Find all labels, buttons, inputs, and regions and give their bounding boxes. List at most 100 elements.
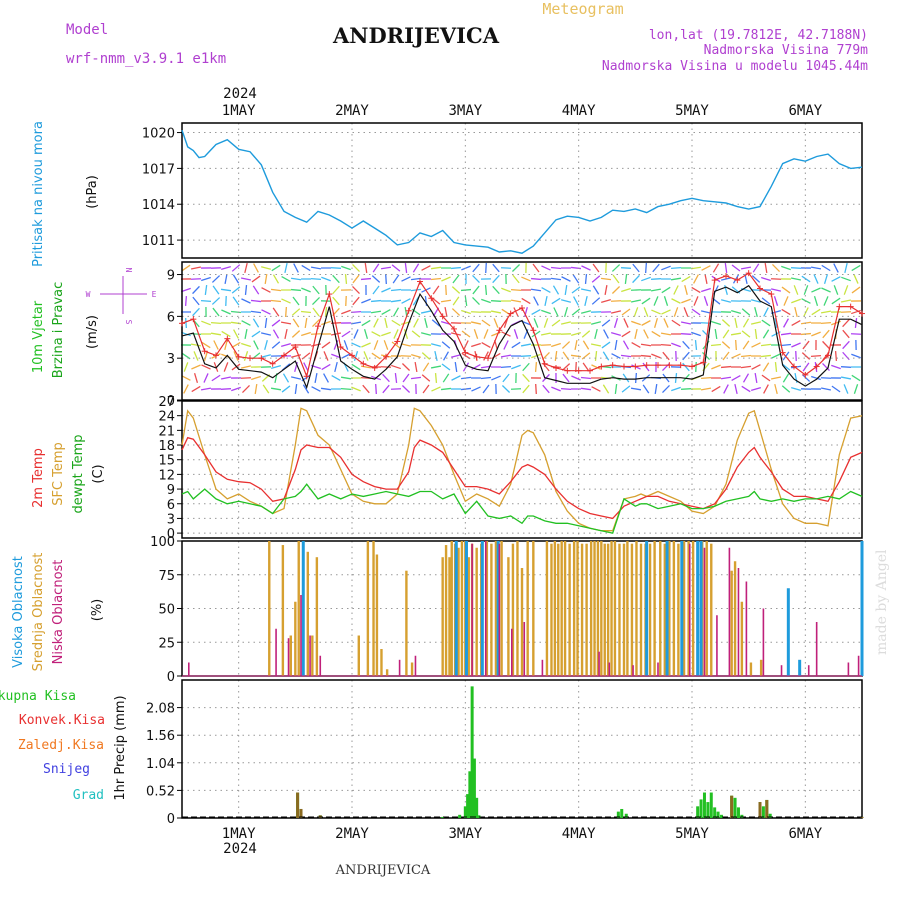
wind-arrow <box>484 284 488 296</box>
wind-arrow <box>592 263 600 273</box>
wind-arrow <box>181 331 191 337</box>
dewpt-line <box>181 483 863 534</box>
mid-cloud-bar <box>596 541 600 676</box>
wind-arrow <box>831 297 841 305</box>
wind-arrow <box>511 264 521 272</box>
wind-arrow <box>690 266 702 270</box>
low-cloud-bar <box>188 662 190 676</box>
mid-cloud-bar <box>639 543 643 676</box>
rain-total-bar <box>470 686 474 818</box>
mid-cloud-bar <box>306 551 309 676</box>
wind-arrow <box>794 306 798 318</box>
wind-arrow <box>431 297 441 305</box>
wind-arrow <box>270 299 282 303</box>
low-cloud-bar <box>688 543 691 676</box>
wind-arrow <box>544 295 548 307</box>
compass-e: E <box>152 290 157 299</box>
wind-arrow <box>734 383 738 395</box>
wind-arrow <box>384 317 388 329</box>
wind-arrow <box>231 363 241 371</box>
wind-arrow <box>630 289 642 291</box>
x-tick-label-top: 2MAY <box>335 103 369 119</box>
wind-arrow <box>751 275 761 283</box>
wind-arrow <box>330 332 342 336</box>
rain-total-bar <box>458 814 462 818</box>
wind-arrow <box>401 363 411 371</box>
wind-arrow <box>203 351 209 361</box>
y-tick-label: 100 <box>150 535 175 550</box>
high-cloud-bar <box>454 541 458 676</box>
wind-arrow <box>233 329 239 339</box>
model-name: wrf-nmm_v3.9.1 e1km <box>66 51 226 67</box>
wind-arrow <box>261 266 271 270</box>
wind-arrow <box>320 387 332 391</box>
wind-arrow <box>580 376 592 380</box>
wind-arrow <box>434 350 438 362</box>
wind-arrow <box>481 298 491 304</box>
wind-arrow <box>391 264 401 272</box>
low-cloud-bar <box>484 541 487 676</box>
wind-arrow <box>681 298 691 304</box>
mid-cloud-bar <box>557 543 560 676</box>
cloud-unit: (%) <box>90 599 105 622</box>
wind-arrow <box>442 373 450 383</box>
low-cloud-bar <box>523 622 526 676</box>
wind-arrow <box>754 328 758 340</box>
y-tick-label: 0.52 <box>146 784 175 799</box>
wind-arrow <box>760 354 772 358</box>
mid-cloud-bar <box>606 543 610 676</box>
wind-arrow <box>301 331 311 337</box>
wind-arrow <box>742 340 750 350</box>
rain-total-bar <box>716 811 720 818</box>
mid-cloud-bar <box>730 570 733 676</box>
wind-arrow <box>751 342 761 348</box>
mid-cloud-bar <box>585 543 588 676</box>
rain-total-bar <box>719 814 723 818</box>
wind-arrow <box>211 374 221 382</box>
wind-arrow <box>611 332 621 336</box>
wind-arrow <box>271 319 281 327</box>
wind-arrow <box>303 362 309 372</box>
wind-arrow <box>822 329 830 339</box>
y-tick-label: 1014 <box>142 198 175 213</box>
wind-arrow <box>460 288 472 292</box>
wind-arrow <box>811 308 821 316</box>
wind-arrow <box>581 330 591 338</box>
wind-arrow <box>842 329 850 339</box>
wind-arrow <box>842 318 850 328</box>
wind-arrow <box>492 263 500 273</box>
wind-arrow <box>323 351 329 361</box>
wind-arrow <box>434 372 438 384</box>
wind-arrow <box>711 385 721 393</box>
wind-arrow <box>600 277 612 281</box>
wind-arrow <box>201 341 211 349</box>
wind-arrow <box>282 373 290 383</box>
y-tick-label: 50 <box>158 603 175 618</box>
wind-arrow <box>724 285 728 295</box>
wind-arrow <box>750 321 762 325</box>
wind-arrow <box>190 266 202 270</box>
wind-arrow <box>820 310 832 314</box>
wind-arrow <box>701 287 711 293</box>
wind-arrow <box>634 328 638 340</box>
wind-arrow <box>622 340 630 350</box>
wind-arrow <box>511 341 521 349</box>
wind-arrow <box>780 332 792 336</box>
wind-arrow <box>712 263 720 273</box>
wind-arrow <box>385 273 387 285</box>
x-tick-label-top: 1MAY <box>222 103 256 119</box>
wind-arrow <box>340 376 352 380</box>
wind-arrow <box>711 364 721 370</box>
legend-rain-total: Ukupna Kisa <box>0 689 76 704</box>
wind-arrow <box>803 285 809 295</box>
wind-arrow <box>762 329 770 339</box>
mid-cloud-bar <box>526 541 529 676</box>
wind-arrow <box>272 274 280 284</box>
wind-arrow <box>321 341 331 349</box>
wind-arrow <box>822 340 830 350</box>
wind-arrow <box>450 266 462 270</box>
wind-arrow <box>361 298 371 304</box>
wind-arrow <box>200 387 212 391</box>
mid-cloud-bar <box>630 543 634 676</box>
